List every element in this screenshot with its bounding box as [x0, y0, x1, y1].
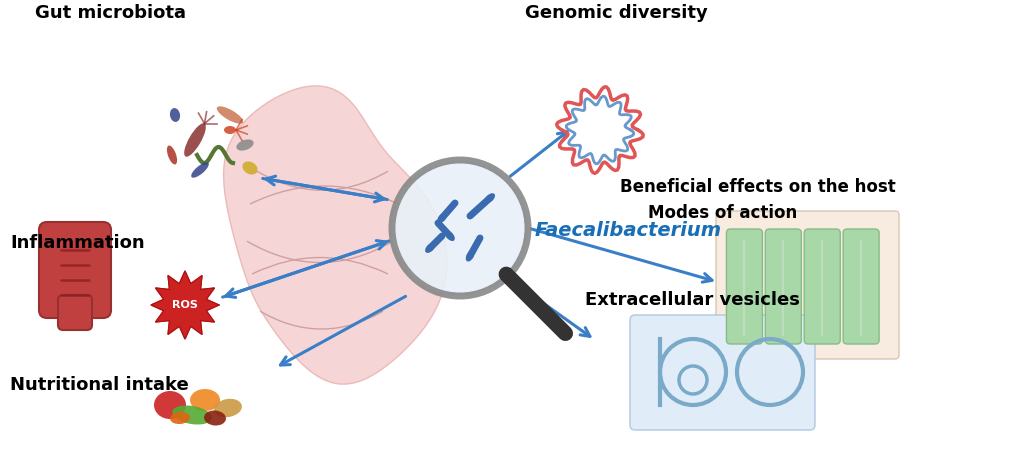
FancyBboxPatch shape [58, 295, 92, 330]
Ellipse shape [243, 161, 258, 174]
Text: Inflammation: Inflammation [10, 234, 144, 252]
Ellipse shape [217, 106, 244, 124]
Ellipse shape [237, 140, 254, 150]
Ellipse shape [437, 213, 446, 223]
Text: Extracellular vesicles: Extracellular vesicles [585, 291, 800, 309]
Ellipse shape [445, 231, 455, 241]
FancyBboxPatch shape [39, 222, 111, 318]
Ellipse shape [190, 389, 220, 411]
Text: ROS: ROS [172, 300, 198, 310]
FancyBboxPatch shape [630, 315, 815, 430]
Text: Genomic diversity: Genomic diversity [525, 4, 708, 22]
Ellipse shape [485, 193, 495, 203]
Text: Nutritional intake: Nutritional intake [10, 376, 188, 394]
FancyBboxPatch shape [804, 229, 841, 344]
Ellipse shape [154, 391, 186, 419]
Ellipse shape [167, 145, 177, 164]
Text: Modes of action: Modes of action [648, 204, 798, 222]
Ellipse shape [466, 251, 474, 261]
Ellipse shape [170, 412, 190, 424]
Ellipse shape [172, 405, 212, 424]
Ellipse shape [204, 410, 226, 425]
Ellipse shape [184, 123, 206, 157]
Ellipse shape [191, 162, 209, 178]
Ellipse shape [170, 108, 180, 122]
FancyBboxPatch shape [726, 229, 763, 344]
Text: Faecalibacterium: Faecalibacterium [535, 221, 722, 240]
FancyBboxPatch shape [843, 229, 880, 344]
Polygon shape [151, 271, 219, 339]
Ellipse shape [214, 399, 242, 417]
Ellipse shape [224, 126, 236, 134]
Text: Gut microbiota: Gut microbiota [35, 4, 186, 22]
Polygon shape [223, 86, 446, 384]
Circle shape [392, 160, 528, 296]
Ellipse shape [425, 243, 435, 253]
Text: Beneficial effects on the host: Beneficial effects on the host [620, 178, 896, 196]
FancyBboxPatch shape [765, 229, 802, 344]
FancyBboxPatch shape [716, 211, 899, 359]
